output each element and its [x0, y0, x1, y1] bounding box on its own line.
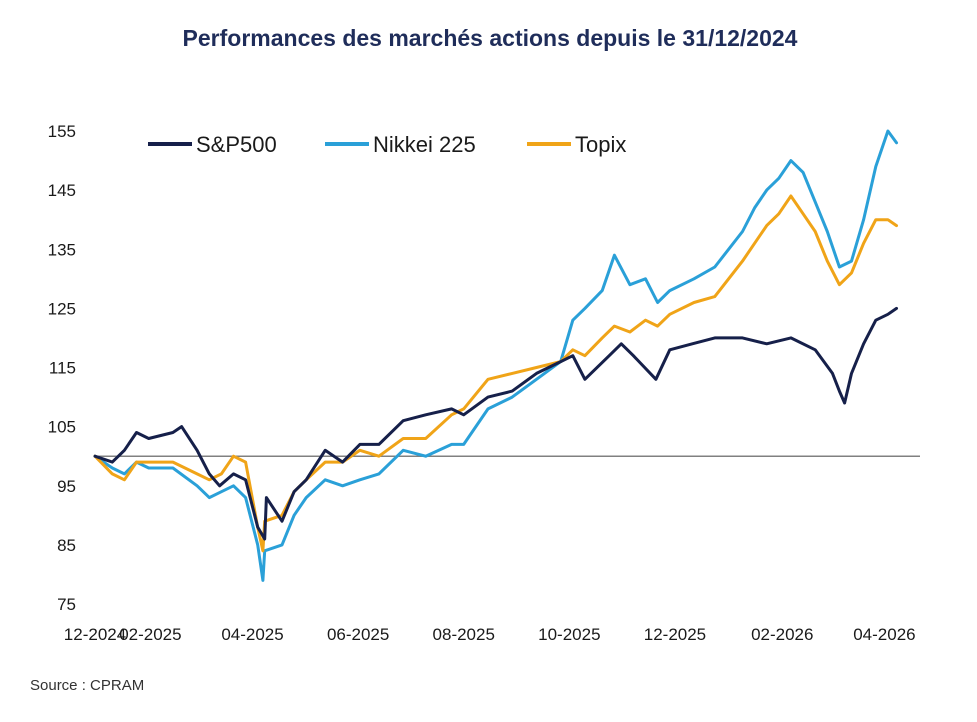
y-tick-label: 135: [48, 240, 76, 259]
source-note: Source : CPRAM: [30, 677, 144, 694]
x-tick-label: 04-2025: [221, 625, 283, 644]
x-tick-label: 12-2025: [644, 625, 706, 644]
legend-label: Nikkei 225: [373, 132, 476, 157]
series-lines: [93, 129, 898, 582]
y-tick-label: 115: [49, 359, 76, 378]
legend: S&P500 Nikkei 225 Topix: [148, 132, 626, 157]
x-tick-label: 06-2025: [327, 625, 389, 644]
legend-label: S&P500: [196, 132, 277, 157]
x-tick-label: 10-2025: [538, 625, 600, 644]
legend-label: Topix: [575, 132, 626, 157]
x-tick-label: 02-2026: [751, 625, 813, 644]
series-line-topix: [93, 194, 898, 553]
series-line-nikkei-225: [93, 129, 898, 582]
series-line-s-p500: [93, 306, 898, 541]
chart-title: Performances des marchés actions depuis …: [183, 25, 798, 51]
x-tick-label: 08-2025: [433, 625, 495, 644]
y-tick-label: 105: [48, 418, 76, 437]
x-tick-label: 04-2026: [853, 625, 915, 644]
y-tick-label: 75: [57, 595, 76, 614]
x-tick-label: 02-2025: [119, 625, 181, 644]
y-tick-label: 125: [48, 299, 76, 318]
y-axis: 75 85 95 105 115 125 135 145 155: [48, 122, 76, 614]
y-tick-label: 155: [48, 122, 76, 141]
y-tick-label: 85: [57, 536, 76, 555]
x-tick-label: 12-2024: [64, 625, 126, 644]
y-tick-label: 95: [57, 477, 76, 496]
y-tick-label: 145: [48, 181, 76, 200]
